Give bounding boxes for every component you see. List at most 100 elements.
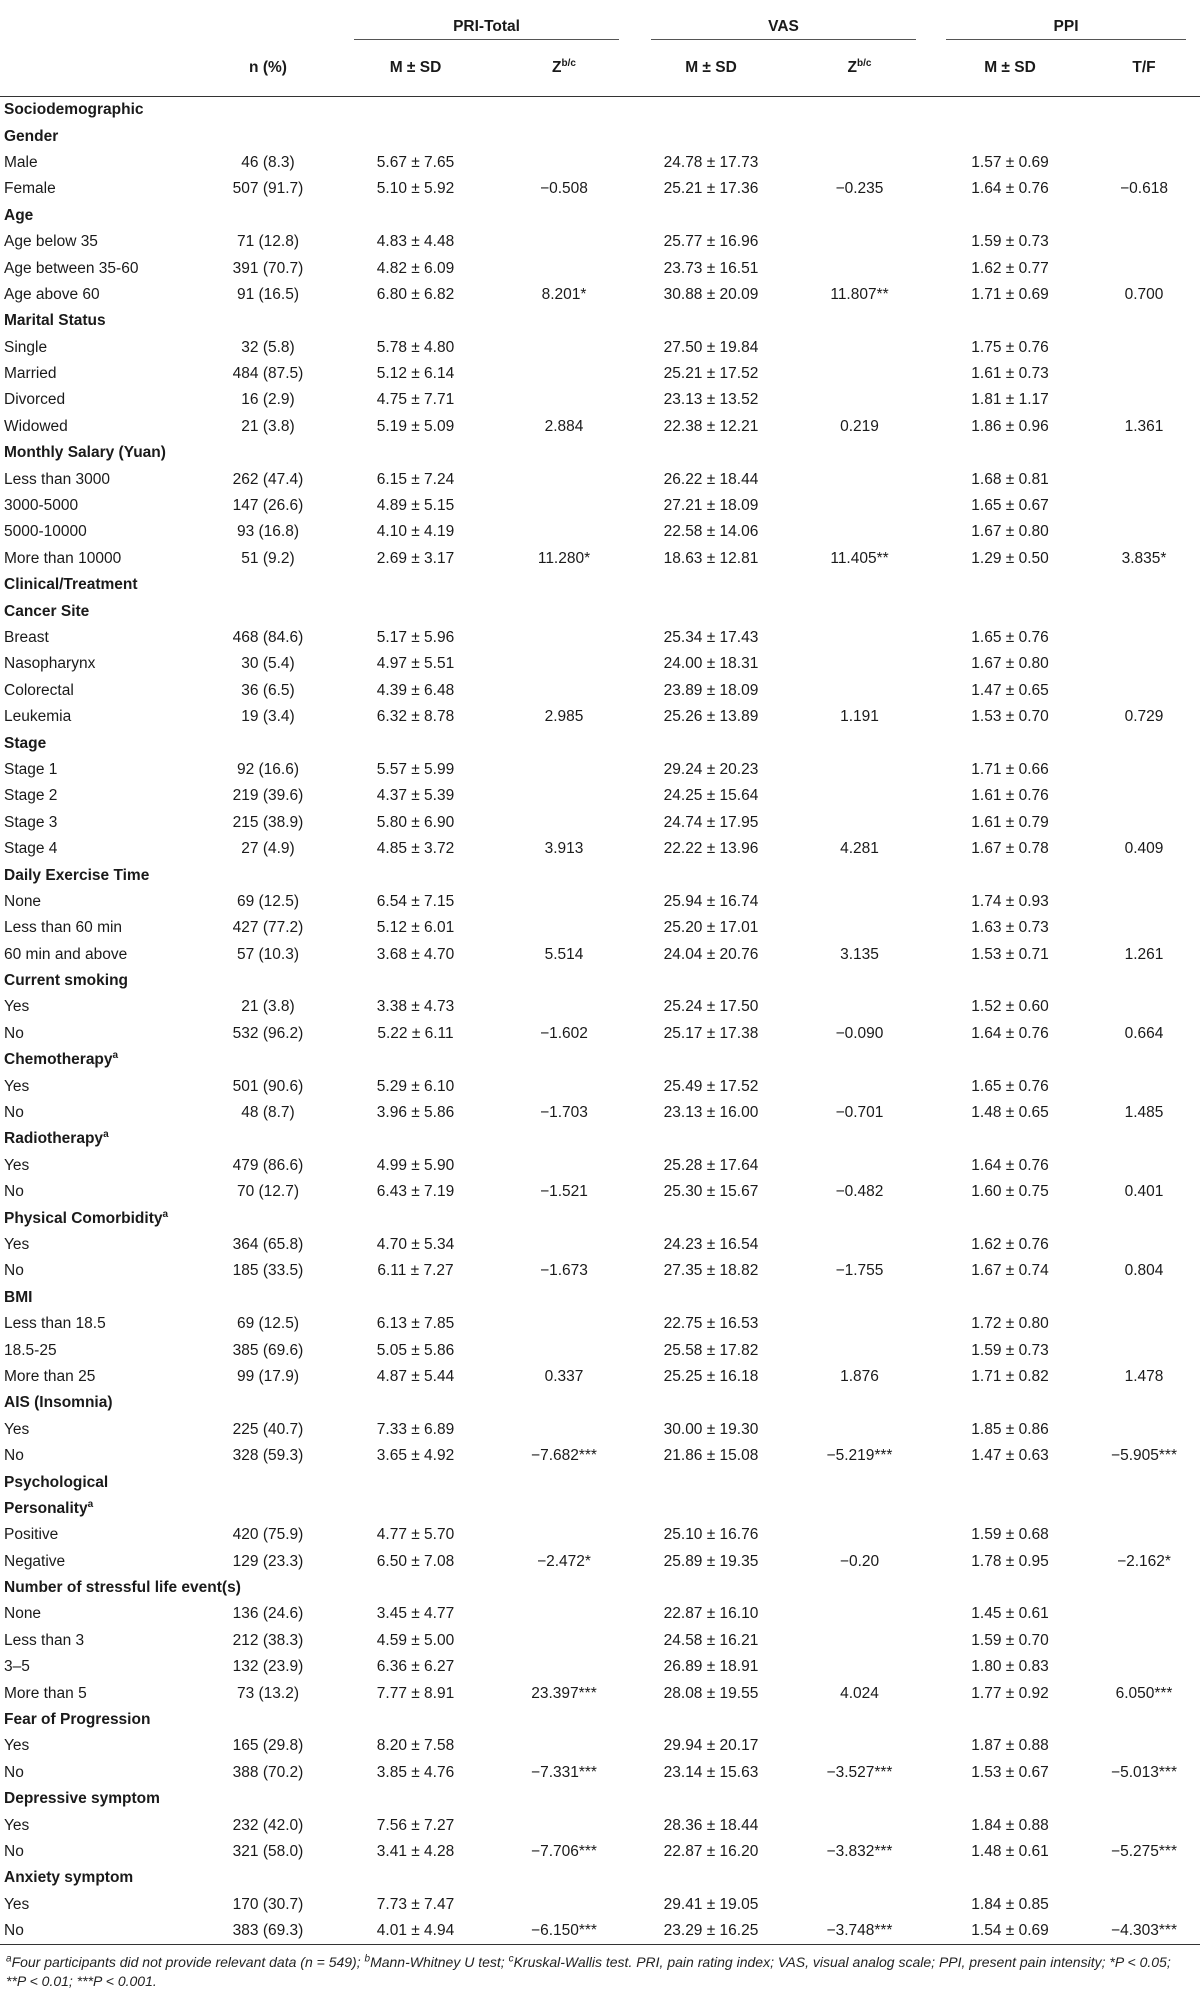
table-row: None 69 (12.5) 6.54 ± 7.15 25.94 ± 16.74 1.7… — [0, 889, 1200, 915]
cell-ppi-tf — [1088, 915, 1200, 941]
group-heading-row: Cancer Site — [0, 598, 1200, 624]
header-subcolumn-row: n (%) M ± SD Zb/c M ± SD Zb/c M ± SD T/F — [0, 40, 1200, 97]
table-row: Married 484 (87.5) 5.12 ± 6.14 25.21 ± 17.5… — [0, 361, 1200, 387]
group-heading: Anxiety symptom — [4, 1869, 134, 1887]
table-row: 3000-5000 147 (26.6) 4.89 ± 5.15 27.21 ± 18… — [0, 493, 1200, 519]
cell-pri: 7.73 ± 7.47 — [376, 1895, 455, 1913]
table-row: No 48 (8.7) 3.96 ± 5.86 −1.703 23.13 ± 16.00… — [0, 1100, 1200, 1126]
cell-ppi: 1.47 ± 0.63 — [971, 1447, 1049, 1465]
cell-ppi: 1.86 ± 0.96 — [971, 417, 1049, 435]
cell-vas: 25.10 ± 16.76 — [663, 1526, 759, 1544]
cell-n: 328 (59.3) — [232, 1447, 304, 1465]
group-heading: Number of stressful life event(s) — [4, 1579, 241, 1597]
group-heading: Daily Exercise Time — [4, 866, 150, 884]
table-row: No 321 (58.0) 3.41 ± 4.28 −7.706*** 22.87 ± … — [0, 1839, 1200, 1865]
table-row: Age between 35-60 391 (70.7) 4.82 ± 6.09 23… — [0, 255, 1200, 281]
header-ppi: PPI — [932, 0, 1200, 40]
cell-ppi: 1.64 ± 0.76 — [971, 1156, 1049, 1174]
cell-ppi: 1.74 ± 0.93 — [971, 892, 1049, 910]
section-heading-row: Clinical/Treatment — [0, 572, 1200, 598]
cell-ppi-tf: 1.361 — [1124, 417, 1164, 435]
cell-n: 147 (26.6) — [232, 497, 304, 515]
cell-vas: 27.21 ± 18.09 — [663, 497, 759, 515]
header-pri-mean-sd: M ± SD — [338, 40, 493, 97]
cell-ppi-tf — [1088, 1073, 1200, 1099]
cell-vas: 30.00 ± 19.30 — [663, 1420, 759, 1438]
table-row: No 70 (12.7) 6.43 ± 7.19 −1.521 25.30 ± 15.6… — [0, 1179, 1200, 1205]
cell-pri: 5.22 ± 6.11 — [377, 1024, 454, 1042]
cell-ppi-tf — [1088, 335, 1200, 361]
cell-n: 36 (6.5) — [241, 681, 295, 699]
cell-ppi-tf — [1088, 625, 1200, 651]
cell-ppi: 1.65 ± 0.76 — [971, 1077, 1049, 1095]
cell-n: 165 (29.8) — [232, 1737, 304, 1755]
cell-pri: 5.10 ± 5.92 — [376, 180, 455, 198]
cell-ppi-tf: 0.664 — [1124, 1024, 1164, 1042]
cell-ppi-tf — [1088, 1892, 1200, 1918]
table-row: Positive 420 (75.9) 4.77 ± 5.70 25.10 ± 16.… — [0, 1522, 1200, 1548]
cell-ppi: 1.62 ± 0.77 — [971, 259, 1049, 277]
cell-pri-z: −1.602 — [540, 1024, 588, 1042]
cell-pri-z — [493, 1601, 635, 1627]
cell-n: 468 (84.6) — [232, 629, 304, 646]
cell-pri-z — [493, 889, 635, 915]
cell-ppi-tf: −5.013*** — [1111, 1763, 1177, 1781]
cell-n: 132 (23.9) — [232, 1658, 304, 1676]
row-label: Female — [4, 180, 56, 198]
cell-vas: 23.89 ± 18.09 — [663, 681, 759, 699]
cell-vas: 25.20 ± 17.01 — [663, 919, 759, 937]
cell-n: 57 (10.3) — [236, 945, 300, 963]
cell-vas: 26.22 ± 18.44 — [663, 470, 759, 488]
section-heading-row: Sociodemographic — [0, 97, 1200, 124]
cell-pri-z: −1.521 — [540, 1183, 588, 1201]
cell-vas-z — [787, 1628, 932, 1654]
cell-n: 501 (90.6) — [232, 1077, 304, 1095]
cell-pri-z — [493, 810, 635, 836]
row-label: Yes — [4, 1816, 30, 1834]
cell-pri: 6.54 ± 7.15 — [376, 892, 455, 910]
cell-n: 391 (70.7) — [232, 259, 304, 277]
cell-n: 30 (5.4) — [241, 655, 295, 673]
group-heading-row: Gender — [0, 123, 1200, 149]
cell-vas-z — [787, 1337, 932, 1363]
cell-pri-z — [493, 1892, 635, 1918]
cell-vas-z — [787, 783, 932, 809]
cell-pri-z: 11.280* — [537, 549, 591, 567]
group-heading: Current smoking — [4, 972, 129, 990]
row-label: Age below 35 — [4, 233, 98, 251]
cell-n: 484 (87.5) — [232, 365, 304, 383]
cell-n: 364 (65.8) — [232, 1235, 304, 1253]
cell-vas-z: 4.024 — [840, 1684, 879, 1702]
cell-pri-z: 23.397*** — [531, 1684, 597, 1702]
cell-vas-z — [787, 1892, 932, 1918]
row-label: None — [4, 1605, 42, 1623]
cell-ppi: 1.64 ± 0.76 — [971, 1024, 1049, 1042]
cell-pri-z — [493, 229, 635, 255]
cell-pri: 7.77 ± 8.91 — [376, 1684, 455, 1702]
table-row: Widowed 21 (3.8) 5.19 ± 5.09 2.884 22.38 ± 1… — [0, 414, 1200, 440]
cell-n: 532 (96.2) — [232, 1024, 304, 1042]
table-row: More than 10000 51 (9.2) 2.69 ± 3.17 11.280… — [0, 546, 1200, 572]
cell-ppi-tf — [1088, 810, 1200, 836]
cell-ppi-tf: −2.162* — [1117, 1552, 1171, 1570]
cell-n: 73 (13.2) — [236, 1684, 300, 1702]
table-row: Colorectal 36 (6.5) 4.39 ± 6.48 23.89 ± 18.… — [0, 678, 1200, 704]
row-label: Less than 18.5 — [4, 1315, 106, 1333]
cell-n: 185 (33.5) — [232, 1262, 304, 1280]
table-row: No 383 (69.3) 4.01 ± 4.94 −6.150*** 23.29 ± … — [0, 1917, 1200, 1946]
cell-ppi: 1.65 ± 0.76 — [971, 629, 1049, 646]
cell-vas: 25.28 ± 17.64 — [663, 1156, 759, 1174]
cell-ppi: 1.59 ± 0.73 — [971, 1341, 1049, 1359]
cell-ppi-tf: 1.261 — [1124, 945, 1164, 963]
row-label: Yes — [4, 1895, 30, 1913]
cell-pri: 4.99 ± 5.90 — [376, 1156, 455, 1174]
cell-ppi-tf: 0.804 — [1124, 1262, 1164, 1280]
table-row: Yes 225 (40.7) 7.33 ± 6.89 30.00 ± 19.30 1.8… — [0, 1417, 1200, 1443]
row-label: 3000-5000 — [4, 497, 79, 515]
cell-ppi-tf — [1088, 783, 1200, 809]
cell-pri-z: −7.706*** — [531, 1842, 597, 1860]
table-row: Female 507 (91.7) 5.10 ± 5.92 −0.508 25.21 ±… — [0, 176, 1200, 202]
cell-n: 21 (3.8) — [241, 998, 295, 1016]
table-row: 18.5-25 385 (69.6) 5.05 ± 5.86 25.58 ± 17.8… — [0, 1337, 1200, 1363]
